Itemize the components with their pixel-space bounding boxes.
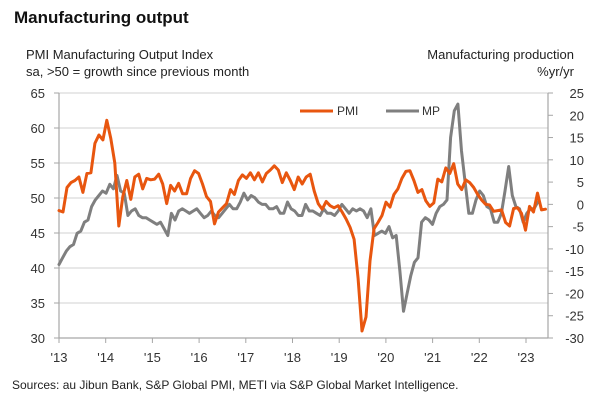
- left-axis-tick-label: 45: [31, 226, 45, 241]
- left-axis-tick-label: 35: [31, 296, 45, 311]
- x-axis-tick-label: '21: [424, 350, 441, 365]
- right-axis-tick-label: -15: [565, 264, 584, 279]
- right-axis-title: Manufacturing production %yr/yr: [427, 46, 574, 80]
- x-axis-tick-label: '19: [331, 350, 348, 365]
- x-axis-tick-label: '15: [144, 350, 161, 365]
- right-axis-tick-label: -10: [565, 242, 584, 257]
- series-lines: [57, 102, 547, 333]
- right-axis-tick-label: -25: [565, 309, 584, 324]
- axes: 65605550454035302520151050-5-10-15-20-25…: [31, 86, 584, 365]
- x-axis-tick-label: '14: [97, 350, 114, 365]
- source-note: Sources: au Jibun Bank, S&P Global PMI, …: [12, 378, 459, 392]
- left-axis-tick-label: 60: [31, 121, 45, 136]
- right-axis-tick-label: 20: [570, 108, 584, 123]
- x-axis-tick-label: '23: [518, 350, 535, 365]
- x-axis-tick-label: '13: [51, 350, 68, 365]
- legend-mp-label: MP: [422, 104, 440, 118]
- left-axis-title: PMI Manufacturing Output Index sa, >50 =…: [26, 46, 249, 80]
- right-axis-title-line1: Manufacturing production: [427, 47, 574, 62]
- x-axis-tick-label: '22: [471, 350, 488, 365]
- right-axis-tick-label: 5: [577, 175, 584, 190]
- series-line-pmi: [57, 118, 547, 333]
- left-axis-tick-label: 30: [31, 331, 45, 346]
- right-axis-tick-label: 10: [570, 153, 584, 168]
- left-axis-tick-label: 50: [31, 191, 45, 206]
- left-axis-title-line1: PMI Manufacturing Output Index: [26, 47, 214, 62]
- left-axis-tick-label: 65: [31, 86, 45, 101]
- chart-title: Manufacturing output: [14, 8, 189, 27]
- series-line-mp: [57, 102, 540, 313]
- left-axis-title-line2: sa, >50 = growth since previous month: [26, 64, 250, 79]
- right-axis-tick-label: 0: [577, 197, 584, 212]
- legend: PMI MP: [300, 104, 440, 118]
- right-axis-tick-label: 15: [570, 131, 584, 146]
- gridlines: [59, 92, 548, 304]
- x-axis-tick-label: '16: [191, 350, 208, 365]
- right-axis-tick-label: -5: [572, 220, 584, 235]
- legend-pmi-label: PMI: [337, 104, 358, 118]
- right-axis-title-line2: %yr/yr: [537, 64, 574, 79]
- x-axis-tick-label: '20: [377, 350, 394, 365]
- x-axis-tick-label: '17: [237, 350, 254, 365]
- left-axis-tick-label: 40: [31, 261, 45, 276]
- x-axis-tick-label: '18: [284, 350, 301, 365]
- right-axis-tick-label: -20: [565, 286, 584, 301]
- right-axis-tick-label: 25: [570, 86, 584, 101]
- right-axis-tick-label: -30: [565, 331, 584, 346]
- left-axis-tick-label: 55: [31, 156, 45, 171]
